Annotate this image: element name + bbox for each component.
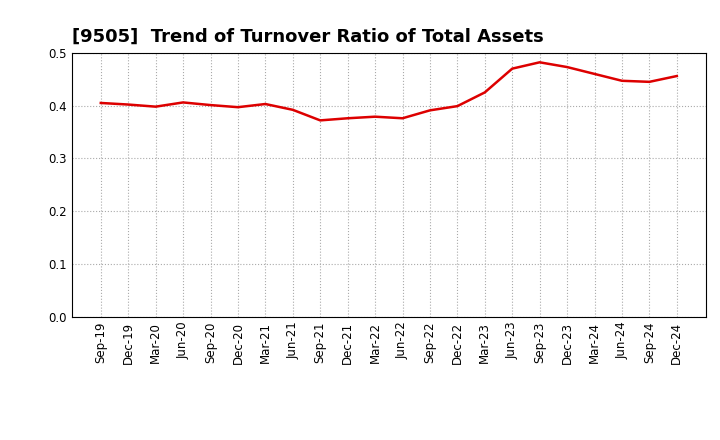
Text: [9505]  Trend of Turnover Ratio of Total Assets: [9505] Trend of Turnover Ratio of Total … (72, 28, 544, 46)
